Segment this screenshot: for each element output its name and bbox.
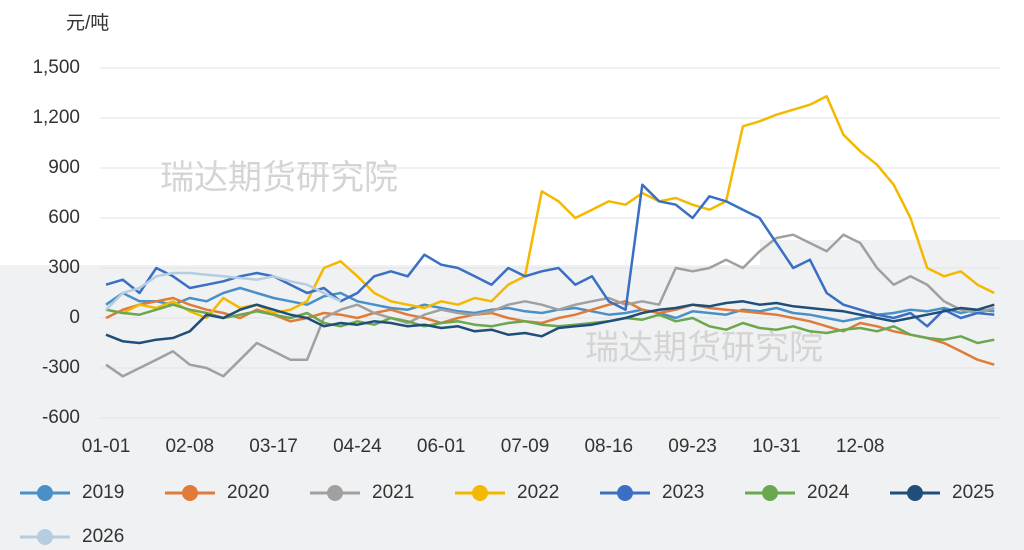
y-tick-label: -300 [42, 357, 80, 378]
x-tick-label: 06-01 [417, 436, 466, 457]
y-tick-label: 1,200 [32, 107, 80, 128]
x-tick-label: 09-23 [668, 436, 717, 457]
y-tick-label: 600 [48, 207, 80, 228]
legend-marker [617, 485, 633, 501]
legend-marker [907, 485, 923, 501]
x-tick-label: 10-31 [752, 436, 801, 457]
legend-marker [182, 485, 198, 501]
y-tick-label: 300 [48, 257, 80, 278]
watermark: 瑞达期货研究院 [585, 329, 823, 367]
series-line [105, 271, 342, 311]
y-tick-label: 1,500 [32, 57, 80, 78]
legend-marker [762, 485, 778, 501]
legend-label: 2024 [807, 482, 850, 503]
legend-marker [472, 485, 488, 501]
x-tick-label: 02-08 [165, 436, 214, 457]
series-line [105, 183, 995, 328]
y-tick-label: 900 [48, 157, 80, 178]
series-line [105, 286, 995, 323]
x-tick-label: 08-16 [584, 436, 633, 457]
legend-label: 2020 [227, 482, 269, 503]
legend-label: 2026 [82, 526, 124, 547]
series-line [105, 303, 995, 345]
legend-label: 2021 [372, 482, 414, 503]
legend-label: 2019 [82, 482, 124, 503]
legend-label: 2023 [662, 482, 704, 503]
legend-label: 2025 [952, 482, 994, 503]
background-panel [760, 240, 1024, 270]
x-tick-label: 03-17 [249, 436, 298, 457]
legend-marker [37, 485, 53, 501]
y-tick-label: 0 [69, 307, 80, 328]
x-tick-label: 01-01 [82, 436, 131, 457]
watermark: 瑞达期货研究院 [160, 159, 398, 197]
legend-marker [327, 485, 343, 501]
y-tick-label: -600 [42, 407, 80, 428]
x-tick-label: 07-09 [501, 436, 550, 457]
y-unit: 元/吨 [66, 12, 109, 34]
x-tick-label: 04-24 [333, 436, 382, 457]
legend-marker [37, 529, 53, 545]
series-line [105, 300, 995, 345]
series-line [105, 233, 995, 378]
legend-label: 2022 [517, 482, 559, 503]
x-tick-label: 12-08 [836, 436, 885, 457]
